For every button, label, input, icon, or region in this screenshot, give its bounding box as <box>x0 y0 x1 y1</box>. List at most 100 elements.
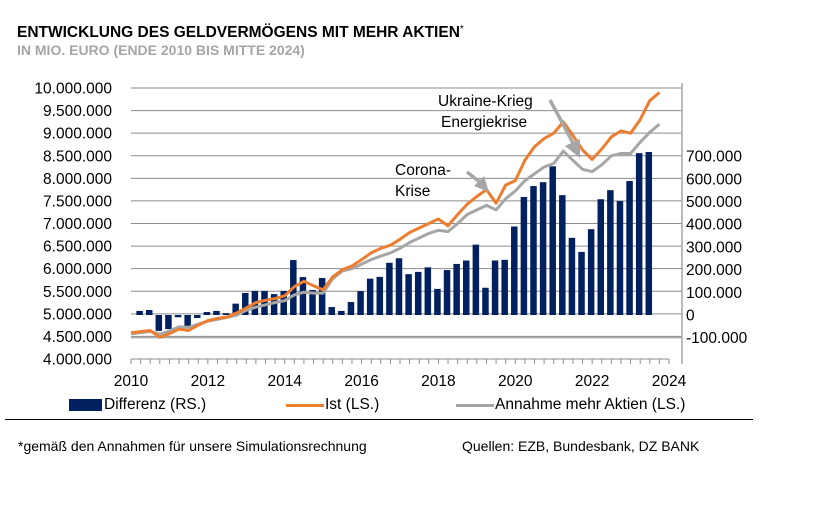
bar-differenz <box>626 181 633 315</box>
y-left-tick-label: 6.000.000 <box>43 261 112 278</box>
bar-differenz <box>434 288 441 315</box>
bar-differenz <box>559 195 566 315</box>
chart-title-text: ENTWICKLUNG DES GELDVERMÖGENS MIT MEHR A… <box>17 24 460 41</box>
bar-differenz <box>587 229 595 315</box>
bar-differenz <box>347 302 355 315</box>
legend-label: Annahme mehr Aktien (LS.) <box>495 396 686 413</box>
x-tick-label: 2016 <box>344 373 378 390</box>
bar-differenz <box>184 315 191 326</box>
y-right-tick-label: 300.000 <box>686 239 742 256</box>
annotation-arrow-ukraine <box>548 99 580 158</box>
bar-differenz <box>395 258 403 315</box>
bar-differenz <box>414 271 422 315</box>
bar-differenz <box>616 201 624 315</box>
y-left-tick-label: 10.000.000 <box>34 81 112 98</box>
axes <box>130 83 683 364</box>
annotation-ukraine-line1: Ukraine-Krieg <box>438 93 533 110</box>
x-tick-label: 2014 <box>267 373 302 390</box>
bar-differenz <box>482 287 489 315</box>
x-axis-labels: 2010 2012 2014 2016 2018 2020 2022 2024 <box>114 373 687 390</box>
title-footnote-marker: * <box>459 24 464 35</box>
bar-differenz <box>318 277 326 315</box>
bar-differenz <box>270 294 278 315</box>
y-left-tick-label: 9.500.000 <box>43 103 112 120</box>
x-tick-label: 2018 <box>421 373 455 390</box>
legend-item-ist: Ist (LS.) <box>286 396 379 414</box>
legend-item-annahme: Annahme mehr Aktien (LS.) <box>456 396 685 414</box>
bar-series-differenz <box>136 152 653 331</box>
y-left-tick-label: 6.500.000 <box>43 239 112 256</box>
y-axis-right-labels: -100.000 0 100.000 200.000 300.000 400.000 500… <box>686 149 748 348</box>
bar-differenz <box>501 259 508 315</box>
legend-label: Ist (LS.) <box>325 396 380 413</box>
bar-differenz <box>261 290 268 315</box>
x-tick-label: 2020 <box>498 373 533 390</box>
chart: 4.000.000 4.500.000 5.000.000 5.500.000 6.00… <box>34 81 748 391</box>
x-tick-label: 2012 <box>191 373 225 390</box>
line-series <box>130 91 661 339</box>
bar-differenz <box>366 278 374 315</box>
bar-differenz <box>194 315 201 318</box>
bar-differenz <box>597 199 604 315</box>
bar-differenz <box>405 274 412 315</box>
y-left-tick-label: 4.500.000 <box>43 329 112 346</box>
x-tick-label: 2010 <box>114 373 149 390</box>
bar-differenz <box>155 315 163 331</box>
bar-differenz <box>280 290 287 315</box>
legend-item-differenz: Differenz (RS.) <box>69 396 206 414</box>
y-left-tick-label: 8.500.000 <box>43 148 112 165</box>
bar-differenz <box>136 310 143 315</box>
legend: Differenz (RS.) Ist (LS.) Annahme mehr A… <box>0 396 819 418</box>
legend-swatch-line-orange <box>286 403 324 407</box>
bar-differenz <box>520 196 528 315</box>
bar-differenz <box>145 310 153 315</box>
bar-differenz <box>568 237 576 315</box>
chart-subtitle: IN MIO. EURO (ENDE 2010 BIS MITTE 2024) <box>17 42 305 58</box>
bar-differenz <box>549 166 556 315</box>
annotation-ukraine-line2: Energiekrise <box>441 114 527 131</box>
legend-swatch-line-gray <box>456 403 494 407</box>
y-right-tick-label: 200.000 <box>686 262 742 279</box>
x-tick-label: 2024 <box>652 373 687 390</box>
x-tick-label: 2022 <box>575 373 609 390</box>
bar-differenz <box>511 226 518 315</box>
y-left-tick-label: 7.000.000 <box>43 216 112 233</box>
bar-differenz <box>424 267 432 315</box>
y-right-tick-label: 600.000 <box>686 171 742 188</box>
bar-differenz <box>376 276 384 315</box>
annotation-arrow-corona <box>465 170 489 192</box>
bar-differenz <box>539 182 547 315</box>
source-note: Quellen: EZB, Bundesbank, DZ BANK <box>462 438 700 454</box>
y-right-tick-label: 500.000 <box>686 194 742 211</box>
chart-title: ENTWICKLUNG DES GELDVERMÖGENS MIT MEHR A… <box>17 24 464 42</box>
bar-differenz <box>213 310 220 315</box>
y-right-tick-label: 100.000 <box>686 285 742 302</box>
y-left-tick-label: 5.500.000 <box>43 284 112 301</box>
bar-differenz <box>299 277 307 315</box>
bar-differenz <box>530 186 537 315</box>
bar-differenz <box>472 244 480 315</box>
y-right-tick-label: -100.000 <box>686 330 748 347</box>
legend-swatch-bar <box>69 399 102 411</box>
y-left-tick-label: 8.000.000 <box>43 171 112 188</box>
bar-differenz <box>645 152 653 315</box>
bar-differenz <box>635 153 643 315</box>
bar-differenz <box>165 315 172 330</box>
bar-differenz <box>386 262 393 315</box>
y-right-tick-label: 0 <box>686 308 695 325</box>
line-ist <box>130 91 661 339</box>
footnote: *gemäß den Annahmen für unsere Simulatio… <box>18 438 367 454</box>
bar-differenz <box>357 291 364 315</box>
y-axis-left-labels: 4.000.000 4.500.000 5.000.000 5.500.000 6.00… <box>34 81 112 369</box>
bar-differenz <box>242 292 249 315</box>
annotation-corona-line2: Krise <box>395 183 430 200</box>
annotation-corona-line1: Corona- <box>395 162 451 179</box>
bar-differenz <box>328 307 335 315</box>
bar-differenz <box>222 313 230 315</box>
bar-differenz <box>174 315 182 318</box>
bar-differenz <box>309 290 316 315</box>
bar-differenz <box>491 260 499 315</box>
y-left-tick-label: 9.000.000 <box>43 126 112 143</box>
bar-differenz <box>453 263 460 315</box>
bar-differenz <box>607 190 614 315</box>
